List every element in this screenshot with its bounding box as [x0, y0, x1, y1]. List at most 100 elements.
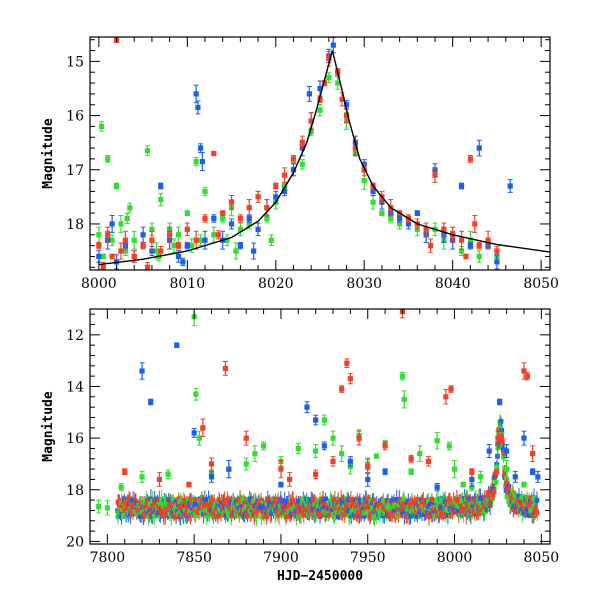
red-data-point [382, 443, 388, 449]
band-point [120, 500, 126, 506]
band-point [222, 498, 228, 504]
green-data-point [109, 237, 115, 243]
band-point [264, 514, 270, 520]
y-tick-label: 17 [66, 163, 84, 179]
blue-data-point [467, 243, 473, 249]
red-data-point [287, 476, 293, 483]
band-point [353, 514, 359, 520]
red-data-point [361, 167, 367, 173]
band-point [224, 508, 230, 514]
band-point [414, 514, 420, 519]
blue-data-point [228, 221, 235, 227]
band-point [498, 419, 504, 424]
blue-data-point [273, 194, 279, 200]
green-data-point [467, 237, 473, 243]
band-point [440, 504, 445, 510]
band-point [478, 501, 484, 507]
band-point [226, 496, 231, 502]
green-data-point [243, 461, 249, 467]
green-data-point [96, 232, 102, 238]
band-point [127, 496, 133, 502]
green-data-point [139, 474, 145, 480]
green-data-point [504, 466, 510, 472]
band-point [491, 489, 497, 494]
green-data-point [521, 482, 527, 488]
blue-data-point [278, 482, 284, 488]
band-point [501, 450, 507, 456]
red-data-point [246, 205, 252, 211]
blue-data-point [469, 476, 475, 483]
band-point [432, 513, 438, 519]
band-point [178, 498, 184, 504]
red-data-point [109, 253, 115, 260]
band-point [193, 497, 199, 503]
band-point [164, 507, 170, 513]
band-point [173, 514, 179, 520]
band-point [301, 512, 307, 518]
band-point [210, 510, 216, 516]
green-data-point [189, 243, 195, 249]
band-point [147, 501, 153, 506]
red-data-point [317, 96, 323, 102]
band-point [284, 514, 290, 520]
plot-frame [89, 308, 551, 545]
band-point [494, 469, 500, 474]
green-data-point [446, 443, 452, 449]
bottom-x-axis-label: HJD−2450000 [277, 569, 363, 584]
band-point [455, 499, 461, 505]
red-data-point [167, 232, 173, 238]
red-data-point [463, 253, 469, 260]
green-data-point [122, 248, 128, 254]
band-point [528, 500, 534, 506]
band-point [353, 504, 359, 510]
band-point [420, 498, 426, 503]
band-point [515, 498, 521, 504]
blue-data-point [306, 91, 312, 97]
blue-data-point [317, 85, 323, 92]
band-point [531, 496, 537, 501]
red-data-point [220, 210, 226, 216]
blue-data-point [237, 243, 243, 249]
green-data-point [193, 391, 199, 397]
blue-data-point [434, 484, 440, 490]
blue-data-point [370, 188, 376, 195]
band-point [454, 497, 460, 502]
band-point [390, 498, 396, 504]
green-data-point [469, 484, 475, 490]
red-data-point [443, 394, 449, 400]
red-data-point [193, 237, 199, 243]
band-point [415, 496, 420, 502]
band-point [298, 513, 304, 519]
band-point [294, 501, 300, 507]
red-data-point [343, 112, 350, 119]
green-data-point [144, 148, 151, 154]
y-tick-label: 18 [66, 483, 84, 499]
band-point [398, 506, 404, 512]
green-data-point [124, 215, 130, 222]
red-data-point [494, 248, 500, 254]
band-point [426, 514, 432, 519]
green-data-point [211, 232, 217, 238]
band-point [163, 496, 169, 502]
blue-data-point [139, 368, 145, 374]
band-point [426, 499, 432, 505]
green-data-point [451, 466, 458, 472]
blue-data-point [486, 448, 492, 454]
blue-data-point [321, 443, 327, 449]
green-data-point [326, 75, 332, 81]
green-data-point [127, 205, 133, 211]
band-point [350, 499, 356, 505]
band-point [377, 512, 383, 518]
red-data-point [365, 463, 371, 470]
red-data-point [299, 140, 305, 146]
band-point [361, 513, 367, 519]
band-point [396, 509, 402, 515]
blue-data-point [191, 430, 197, 436]
green-data-point [246, 221, 252, 227]
red-data-point [524, 373, 531, 379]
blue-data-point [202, 237, 208, 243]
x-tick-label: 8020 [258, 276, 294, 292]
blue-data-point [226, 466, 232, 472]
red-data-point [186, 482, 192, 488]
band-point [494, 464, 500, 470]
